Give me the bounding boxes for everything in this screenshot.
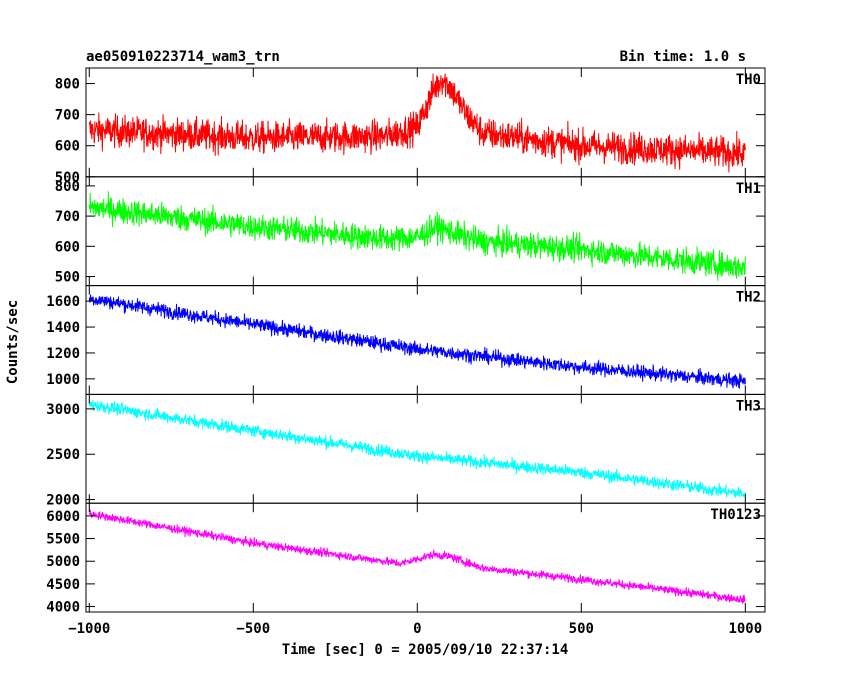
- chart-title: ae050910223714_wam3_trn: [86, 49, 280, 65]
- y-tick-label: 700: [55, 108, 80, 124]
- x-tick-label: −500: [236, 621, 270, 637]
- y-tick-label: 800: [55, 179, 80, 195]
- series-label-th2: TH2: [736, 290, 761, 306]
- bin-time-label: Bin time: 1.0 s: [620, 49, 746, 65]
- panel-th2: 1000 1200 1400 1600 TH2: [46, 285, 766, 395]
- y-tick-label: 600: [55, 139, 80, 155]
- x-tick-label: 0: [413, 621, 421, 637]
- series-line-th2: [88, 294, 746, 389]
- panel-frame: [85, 176, 766, 287]
- y-tick-label: 500: [55, 170, 80, 186]
- y-tick-label: 2500: [46, 447, 80, 463]
- x-axis-label: Time [sec] 0 = 2005/09/10 22:37:14: [282, 642, 569, 658]
- panel-th0123: 4000 4500 5000 5500 6000 TH0123: [46, 502, 766, 616]
- y-tick-label: 1200: [46, 346, 80, 362]
- series-line-th1: [88, 191, 746, 281]
- series-label-th3: TH3: [736, 398, 761, 414]
- y-tick-label: 4500: [46, 577, 80, 593]
- y-tick-label: 5500: [46, 532, 80, 548]
- panel-frame: [85, 285, 766, 395]
- panel-frame: [85, 502, 766, 613]
- panel-th3: 2000 2500 3000 TH3: [46, 393, 766, 509]
- series-label-th0: TH0: [736, 72, 761, 88]
- y-tick-label: 1400: [46, 320, 80, 336]
- x-tick-label: 1000: [728, 621, 762, 637]
- panels: 500 600 700 800 TH0 500 600 700 800 TH1 1000 1200 14…: [46, 67, 766, 616]
- series-label-th1: TH1: [736, 181, 761, 197]
- y-tick-label: 600: [55, 239, 80, 255]
- x-tick-labels: −1000 −500 0 500 1000: [68, 621, 762, 637]
- panel-th1: 500 600 700 800 TH1: [55, 176, 766, 287]
- x-tick-label: 500: [569, 621, 594, 637]
- y-tick-label: 1000: [46, 372, 80, 388]
- y-tick-label: 5000: [46, 554, 80, 570]
- panel-th0: 500 600 700 800 TH0: [55, 67, 766, 186]
- y-tick-label: 3000: [46, 402, 80, 418]
- y-tick-label: 500: [55, 270, 80, 286]
- y-tick-label: 2000: [46, 493, 80, 509]
- series-label-th0123: TH0123: [710, 507, 761, 523]
- series-line-th3: [88, 399, 746, 499]
- y-tick-label: 4000: [46, 600, 80, 616]
- y-tick-label: 800: [55, 77, 80, 93]
- y-axis-label: Counts/sec: [5, 300, 21, 384]
- series-line-th0: [88, 73, 746, 173]
- x-tick-label: −1000: [68, 621, 110, 637]
- y-tick-label: 1600: [46, 294, 80, 310]
- series-line-th0123: [88, 509, 746, 604]
- y-tick-label: 6000: [46, 509, 80, 525]
- y-tick-label: 700: [55, 209, 80, 225]
